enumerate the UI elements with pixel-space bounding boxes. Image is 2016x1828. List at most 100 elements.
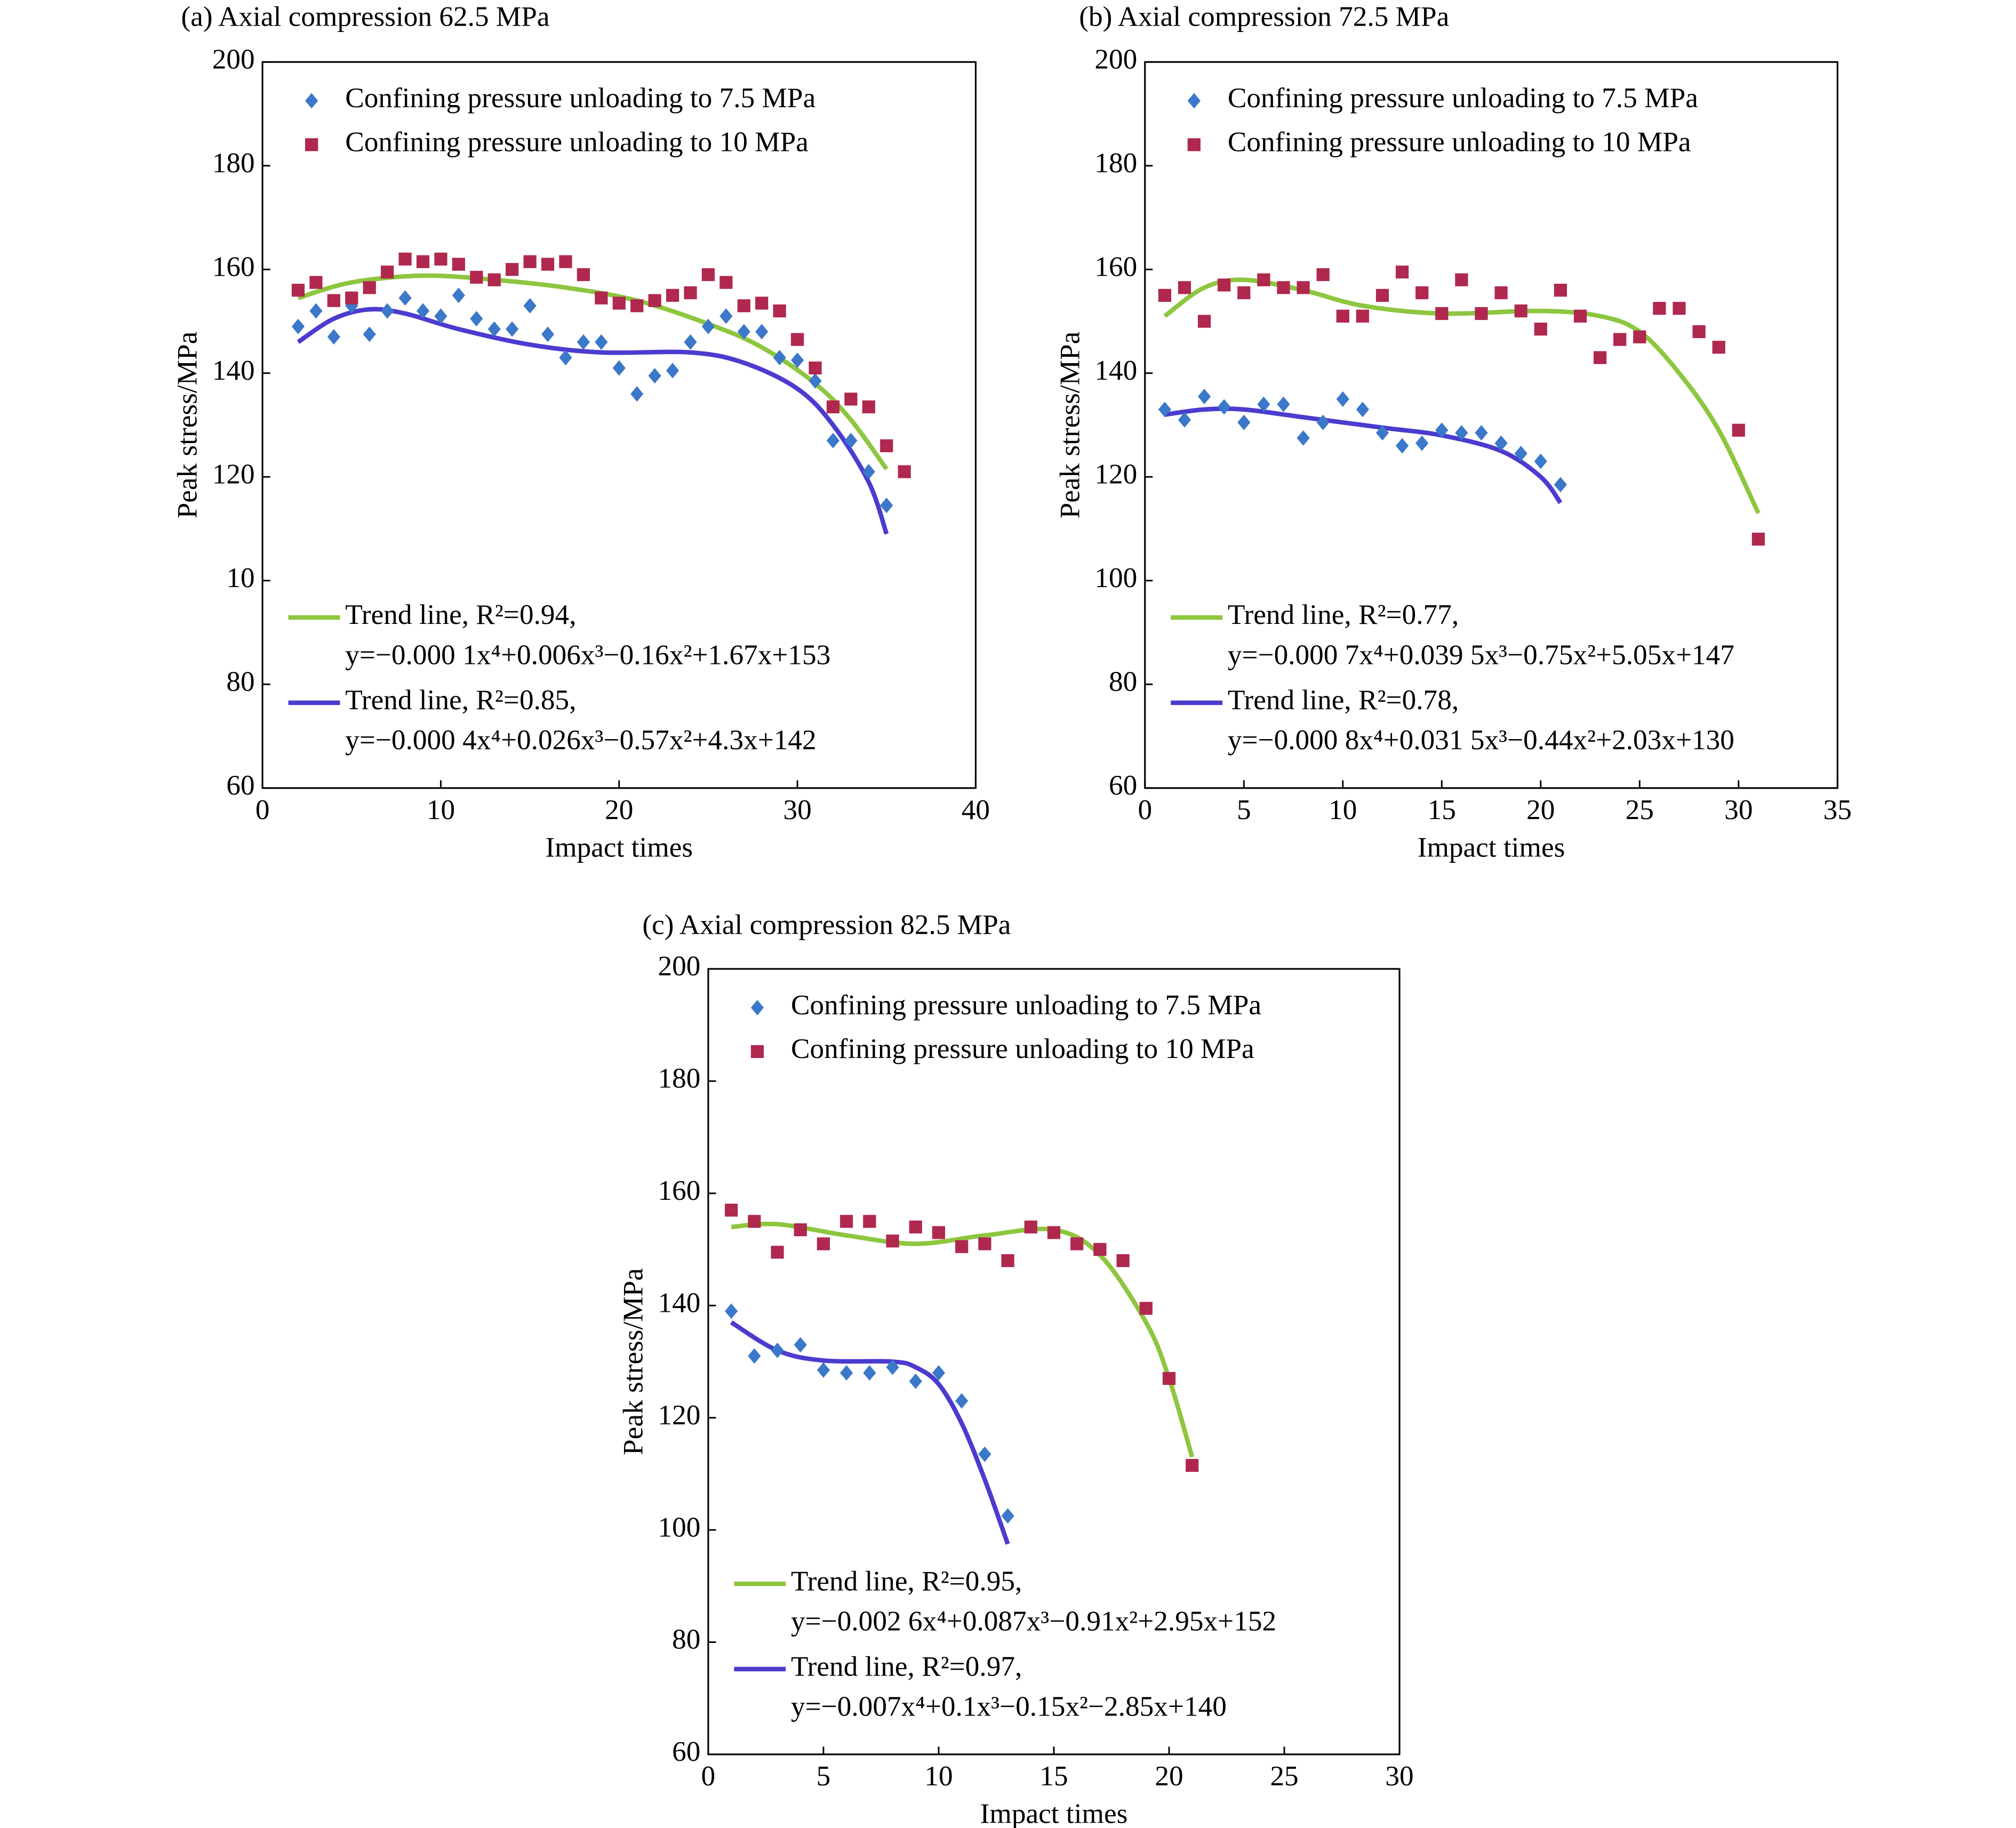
data-point	[886, 1359, 899, 1375]
data-point	[1158, 402, 1172, 418]
data-point	[1375, 288, 1389, 302]
data-point	[1001, 1254, 1014, 1268]
data-point	[470, 311, 483, 327]
data-point	[826, 432, 840, 448]
y-tick-label: 80	[1109, 666, 1137, 697]
data-point	[1732, 423, 1745, 437]
data-point	[1186, 1458, 1199, 1472]
x-tick-label: 5	[1237, 794, 1251, 825]
y-tick-label: 100	[658, 1511, 700, 1543]
data-point	[1673, 302, 1686, 315]
data-point	[1435, 422, 1449, 438]
x-tick-label: 20	[605, 794, 633, 825]
data-point	[541, 326, 555, 342]
x-tick-label: 25	[1626, 794, 1654, 825]
data-point	[826, 400, 840, 414]
x-axis-label: Impact times	[545, 831, 693, 863]
y-tick-label: 120	[212, 459, 255, 490]
data-point	[909, 1220, 922, 1234]
data-point	[506, 321, 519, 337]
plot-frame	[1144, 61, 1838, 789]
legend-marker	[1187, 138, 1201, 151]
data-point	[1534, 453, 1547, 469]
data-point	[1178, 281, 1191, 294]
y-axis-label: Peak stress/MPa	[1054, 332, 1085, 519]
data-point	[932, 1226, 946, 1239]
data-point	[862, 464, 875, 480]
data-point	[1514, 304, 1527, 318]
data-point	[725, 1303, 738, 1319]
data-point	[880, 439, 893, 453]
data-point	[684, 286, 697, 300]
data-point	[1158, 288, 1172, 302]
x-tick-label: 15	[1039, 1760, 1068, 1792]
legend-equation: y=−0.000 4x⁴+0.026x³−0.57x²+4.3x+142	[345, 724, 817, 756]
data-point	[523, 255, 537, 268]
data-point	[725, 1204, 738, 1217]
data-point	[1316, 268, 1330, 282]
data-point	[1297, 281, 1310, 294]
data-point	[1554, 284, 1567, 297]
y-tick-label: 10	[226, 562, 254, 594]
legend-label: Trend line, R²=0.97,	[791, 1650, 1022, 1682]
data-point	[1277, 281, 1290, 294]
trend-line	[1164, 406, 1563, 504]
legend-equation: y=−0.000 7x⁴+0.039 5x³−0.75x²+5.05x+147	[1228, 639, 1734, 670]
data-point	[1116, 1254, 1130, 1268]
y-tick-label: 140	[1094, 355, 1137, 386]
data-point	[755, 296, 769, 310]
x-tick-label: 30	[1385, 1760, 1413, 1792]
data-point	[452, 287, 466, 303]
data-point	[595, 334, 608, 350]
data-point	[416, 303, 430, 319]
data-point	[1554, 477, 1567, 493]
data-point	[1692, 325, 1706, 339]
y-tick-label: 160	[212, 251, 255, 283]
data-point	[1395, 438, 1409, 454]
data-point	[541, 258, 555, 271]
data-point	[327, 329, 340, 345]
data-point	[1435, 307, 1449, 320]
data-point	[577, 268, 590, 282]
x-tick-label: 30	[1724, 794, 1753, 825]
data-point	[1653, 302, 1666, 315]
x-tick-label: 5	[817, 1760, 831, 1792]
x-tick-label: 25	[1270, 1760, 1298, 1792]
y-tick-label: 140	[212, 355, 255, 386]
data-point	[1712, 341, 1725, 354]
data-point	[1356, 402, 1370, 418]
data-point	[1534, 323, 1547, 336]
y-tick-label: 200	[212, 44, 255, 75]
data-point	[612, 296, 626, 310]
data-point	[452, 258, 466, 271]
data-point	[1336, 309, 1349, 323]
data-point	[1455, 273, 1468, 286]
data-point	[1001, 1508, 1014, 1524]
data-point	[817, 1237, 830, 1250]
legend-label: Confining pressure unloading to 10 MPa	[1228, 126, 1691, 158]
data-point	[817, 1362, 830, 1378]
chart-title: (c) Axial compression 82.5 MPa	[642, 909, 1011, 941]
data-point	[1633, 330, 1646, 343]
chart-title: (a) Axial compression 62.5 MPa	[181, 1, 550, 33]
legend-equation: y=−0.002 6x⁴+0.087x³−0.91x²+2.95x+152	[791, 1605, 1276, 1637]
data-point	[1494, 286, 1508, 300]
y-tick-label: 180	[212, 147, 255, 179]
data-point	[612, 360, 626, 376]
data-point	[363, 326, 376, 342]
data-point	[840, 1365, 853, 1381]
data-point	[434, 252, 447, 266]
data-point	[648, 368, 661, 384]
data-point	[1316, 414, 1330, 430]
data-point	[1475, 307, 1488, 320]
data-point	[1162, 1372, 1176, 1385]
legend-marker	[750, 1045, 764, 1059]
data-point	[381, 303, 394, 319]
x-tick-label: 0	[1138, 794, 1152, 825]
data-point	[1751, 532, 1765, 546]
x-tick-label: 20	[1526, 794, 1555, 825]
y-tick-label: 120	[658, 1399, 700, 1431]
legend-equation: y=−0.000 1x⁴+0.006x³−0.16x²+1.67x+153	[345, 639, 830, 670]
legend-label: Confining pressure unloading to 7.5 MPa	[345, 82, 815, 114]
y-tick-label: 80	[672, 1624, 700, 1655]
